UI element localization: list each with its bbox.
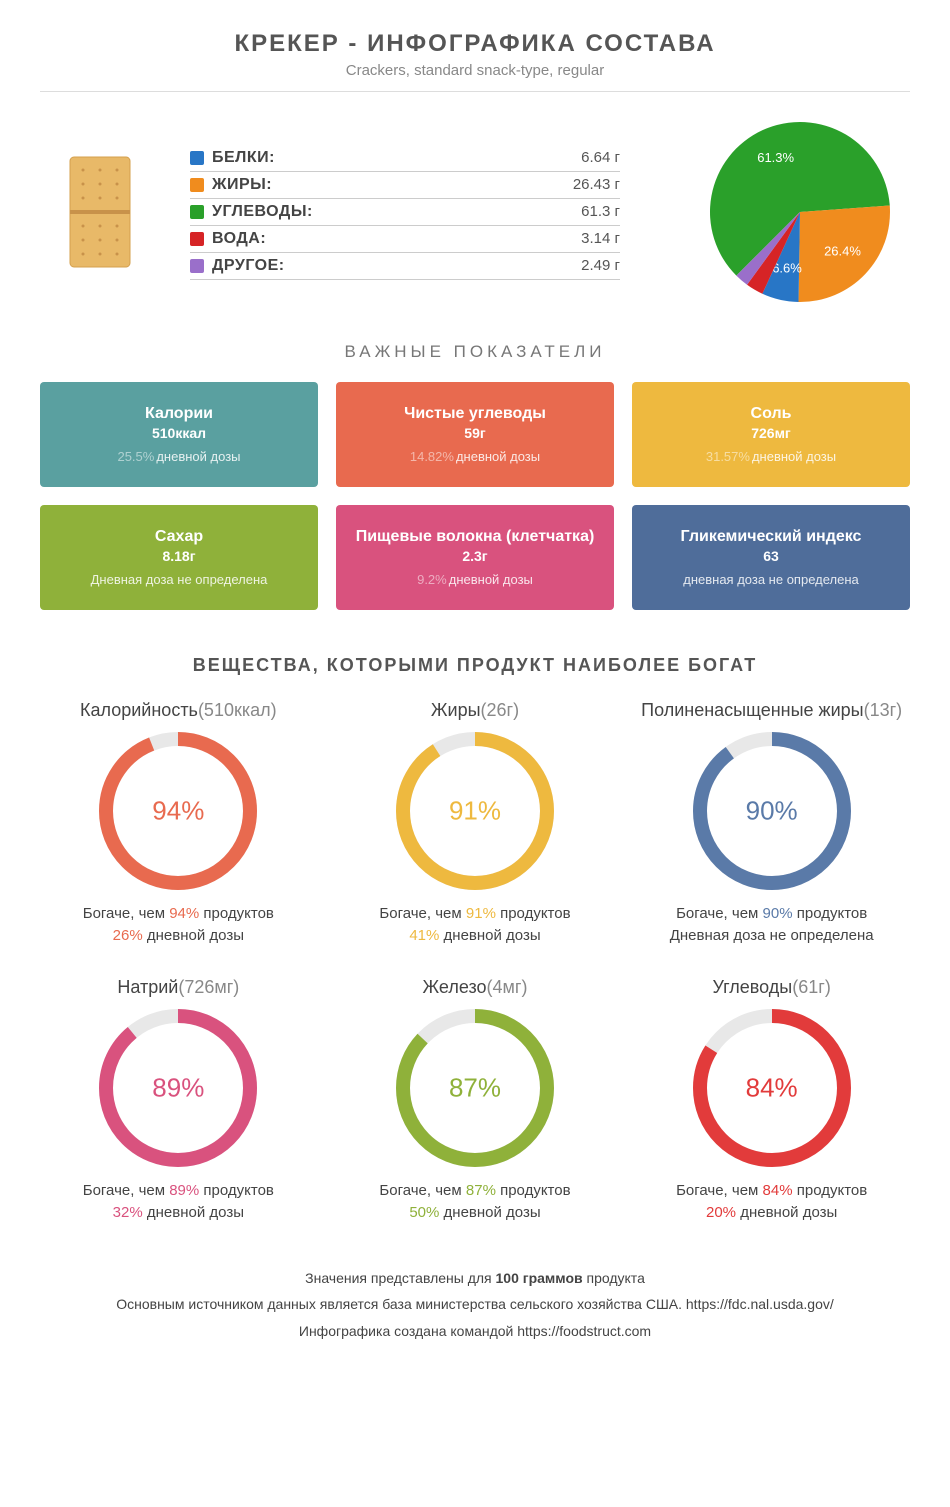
macro-value: 3.14 г (581, 230, 620, 247)
ring-percent: 84% (746, 1072, 798, 1103)
ring-percent: 87% (449, 1072, 501, 1103)
ring-item: Полиненасыщенные жиры(13г) 90% Богаче, ч… (633, 701, 910, 948)
macro-row: ВОДА: 3.14 г (190, 226, 620, 253)
nutrient-rings: Калорийность(510ккал) 94% Богаче, чем 94… (40, 701, 910, 1225)
indicator-cards: Калории 510ккал 25.5%дневной дозы Чистые у… (40, 382, 910, 610)
macro-row: ЖИРЫ: 26.43 г (190, 172, 620, 199)
ring-percent: 91% (449, 795, 501, 826)
macro-row: УГЛЕВОДЫ: 61.3 г (190, 199, 620, 226)
macro-label: БЕЛКИ: (212, 149, 581, 167)
card-subtitle: 14.82%дневной дозы (346, 449, 604, 464)
indicator-card: Чистые углеводы 59г 14.82%дневной дозы (336, 382, 614, 487)
card-value: 63 (642, 548, 900, 564)
ring-description: Богаче, чем 91% продуктов 41% дневной до… (337, 903, 614, 948)
indicator-card: Гликемический индекс 63 дневная доза не о… (632, 505, 910, 610)
ring-description: Богаче, чем 84% продуктов 20% дневной до… (633, 1180, 910, 1225)
macro-value: 2.49 г (581, 257, 620, 274)
ring-chart: 94% (98, 731, 258, 891)
ring-name: Углеводы(61г) (633, 978, 910, 998)
composition-pie: 61.3% 26.4% 6.6% (650, 112, 910, 312)
macro-label: ДРУГОЕ: (212, 257, 581, 275)
ring-description: Богаче, чем 90% продуктов Дневная доза н… (633, 903, 910, 948)
ring-name: Калорийность(510ккал) (40, 701, 317, 721)
card-title: Калории (50, 405, 308, 423)
indicators-title: ВАЖНЫЕ ПОКАЗАТЕЛИ (40, 342, 910, 362)
cracker-icon (65, 152, 135, 272)
pie-label: 6.6% (772, 260, 802, 275)
macro-label: ЖИРЫ: (212, 176, 573, 194)
ring-item: Натрий(726мг) 89% Богаче, чем 89% продук… (40, 978, 317, 1225)
card-value: 2.3г (346, 548, 604, 564)
card-value: 510ккал (50, 425, 308, 441)
ring-description: Богаче, чем 89% продуктов 32% дневной до… (40, 1180, 317, 1225)
ring-chart: 89% (98, 1008, 258, 1168)
footer: Значения представлены для 100 граммов пр… (40, 1265, 910, 1345)
indicator-card: Сахар 8.18г Дневная доза не определена (40, 505, 318, 610)
macro-value: 6.64 г (581, 149, 620, 166)
footer-line-3: Инфографика создана командой https://foo… (40, 1318, 910, 1345)
macro-row: ДРУГОЕ: 2.49 г (190, 253, 620, 280)
card-subtitle: 25.5%дневной дозы (50, 449, 308, 464)
card-title: Соль (642, 405, 900, 423)
ring-description: Богаче, чем 87% продуктов 50% дневной до… (337, 1180, 614, 1225)
ring-chart: 87% (395, 1008, 555, 1168)
macro-row: БЕЛКИ: 6.64 г (190, 145, 620, 172)
color-swatch (190, 151, 204, 165)
macro-value: 61.3 г (581, 203, 620, 220)
card-title: Гликемический индекс (642, 528, 900, 546)
card-title: Сахар (50, 528, 308, 546)
ring-item: Углеводы(61г) 84% Богаче, чем 84% продук… (633, 978, 910, 1225)
footer-line-2: Основным источником данных является база… (40, 1291, 910, 1318)
color-swatch (190, 232, 204, 246)
indicator-card: Соль 726мг 31.57%дневной дозы (632, 382, 910, 487)
ring-item: Жиры(26г) 91% Богаче, чем 91% продуктов … (337, 701, 614, 948)
pie-label: 26.4% (824, 244, 861, 259)
card-subtitle: Дневная доза не определена (50, 572, 308, 587)
card-value: 59г (346, 425, 604, 441)
macro-label: ВОДА: (212, 230, 581, 248)
ring-name: Железо(4мг) (337, 978, 614, 998)
macro-table: БЕЛКИ: 6.64 г ЖИРЫ: 26.43 г УГЛЕВОДЫ: 61… (190, 145, 620, 280)
rich-section-title: ВЕЩЕСТВА, КОТОРЫМИ ПРОДУКТ НАИБОЛЕЕ БОГА… (40, 655, 910, 676)
indicator-card: Пищевые волокна (клетчатка) 2.3г 9.2%днев… (336, 505, 614, 610)
ring-name: Жиры(26г) (337, 701, 614, 721)
card-value: 726мг (642, 425, 900, 441)
ring-percent: 94% (152, 795, 204, 826)
card-title: Чистые углеводы (346, 405, 604, 423)
card-title: Пищевые волокна (клетчатка) (346, 528, 604, 546)
macro-value: 26.43 г (573, 176, 620, 193)
macro-label: УГЛЕВОДЫ: (212, 203, 581, 221)
ring-description: Богаче, чем 94% продуктов 26% дневной до… (40, 903, 317, 948)
pie-label: 61.3% (757, 150, 794, 165)
indicator-card: Калории 510ккал 25.5%дневной дозы (40, 382, 318, 487)
header: КРЕКЕР - ИНФОГРАФИКА СОСТАВА Crackers, s… (40, 30, 910, 79)
ring-chart: 84% (692, 1008, 852, 1168)
ring-item: Железо(4мг) 87% Богаче, чем 87% продукто… (337, 978, 614, 1225)
divider (40, 91, 910, 92)
ring-name: Натрий(726мг) (40, 978, 317, 998)
composition-row: БЕЛКИ: 6.64 г ЖИРЫ: 26.43 г УГЛЕВОДЫ: 61… (40, 112, 910, 312)
ring-name: Полиненасыщенные жиры(13г) (633, 701, 910, 721)
color-swatch (190, 259, 204, 273)
footer-text: Значения представлены для (305, 1270, 495, 1286)
ring-item: Калорийность(510ккал) 94% Богаче, чем 94… (40, 701, 317, 948)
card-value: 8.18г (50, 548, 308, 564)
card-subtitle: 9.2%дневной дозы (346, 572, 604, 587)
color-swatch (190, 178, 204, 192)
ring-chart: 90% (692, 731, 852, 891)
card-subtitle: дневная доза не определена (642, 572, 900, 587)
ring-percent: 90% (746, 795, 798, 826)
footer-line-1: Значения представлены для 100 граммов пр… (40, 1265, 910, 1292)
product-image (40, 152, 160, 272)
footer-bold: 100 граммов (496, 1270, 583, 1286)
ring-percent: 89% (152, 1072, 204, 1103)
color-swatch (190, 205, 204, 219)
footer-text: продукта (583, 1270, 645, 1286)
ring-chart: 91% (395, 731, 555, 891)
page-subtitle: Crackers, standard snack-type, regular (40, 62, 910, 79)
page-title: КРЕКЕР - ИНФОГРАФИКА СОСТАВА (40, 30, 910, 58)
card-subtitle: 31.57%дневной дозы (642, 449, 900, 464)
